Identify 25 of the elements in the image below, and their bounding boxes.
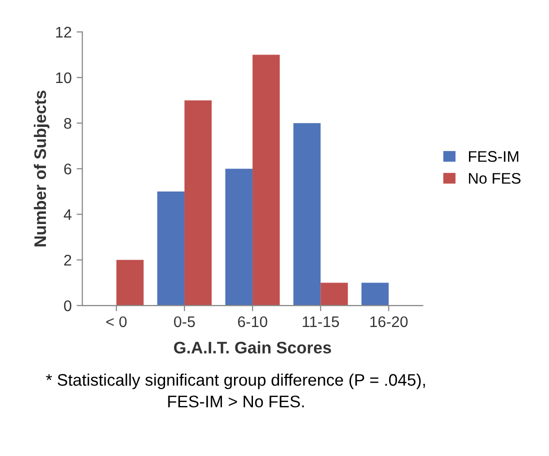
x-tick-label: 0-5	[174, 316, 195, 328]
bar	[293, 123, 321, 306]
bar	[225, 168, 253, 306]
legend-label: No FES	[468, 172, 521, 184]
y-tick-label: 10	[56, 72, 72, 84]
bar	[157, 192, 184, 306]
y-tick-label: 6	[64, 164, 72, 174]
bar	[361, 282, 389, 306]
bar	[252, 54, 280, 306]
y-tick-label: 12	[56, 26, 72, 38]
bar	[320, 282, 348, 306]
x-tick-label: < 0	[106, 316, 127, 328]
y-tick-label: 8	[64, 118, 72, 129]
x-tick-label: 16-20	[370, 316, 408, 328]
bar	[116, 260, 144, 306]
y-axis-title: Number of Subjects	[34, 90, 50, 246]
legend-label: FES-IM	[468, 151, 518, 162]
x-axis-title: G.A.I.T. Gain Scores	[174, 341, 332, 354]
bar	[184, 100, 212, 306]
x-tick-label: 11-15	[302, 316, 339, 328]
text: * Statistically significant group difference (P = .045), FES-IM > No FES.	[46, 374, 425, 408]
x-tick-label: 6-10	[238, 316, 268, 328]
y-tick-label: 4	[64, 209, 72, 220]
y-tick-label: 0	[64, 300, 72, 312]
y-tick-label: 2	[64, 254, 72, 266]
